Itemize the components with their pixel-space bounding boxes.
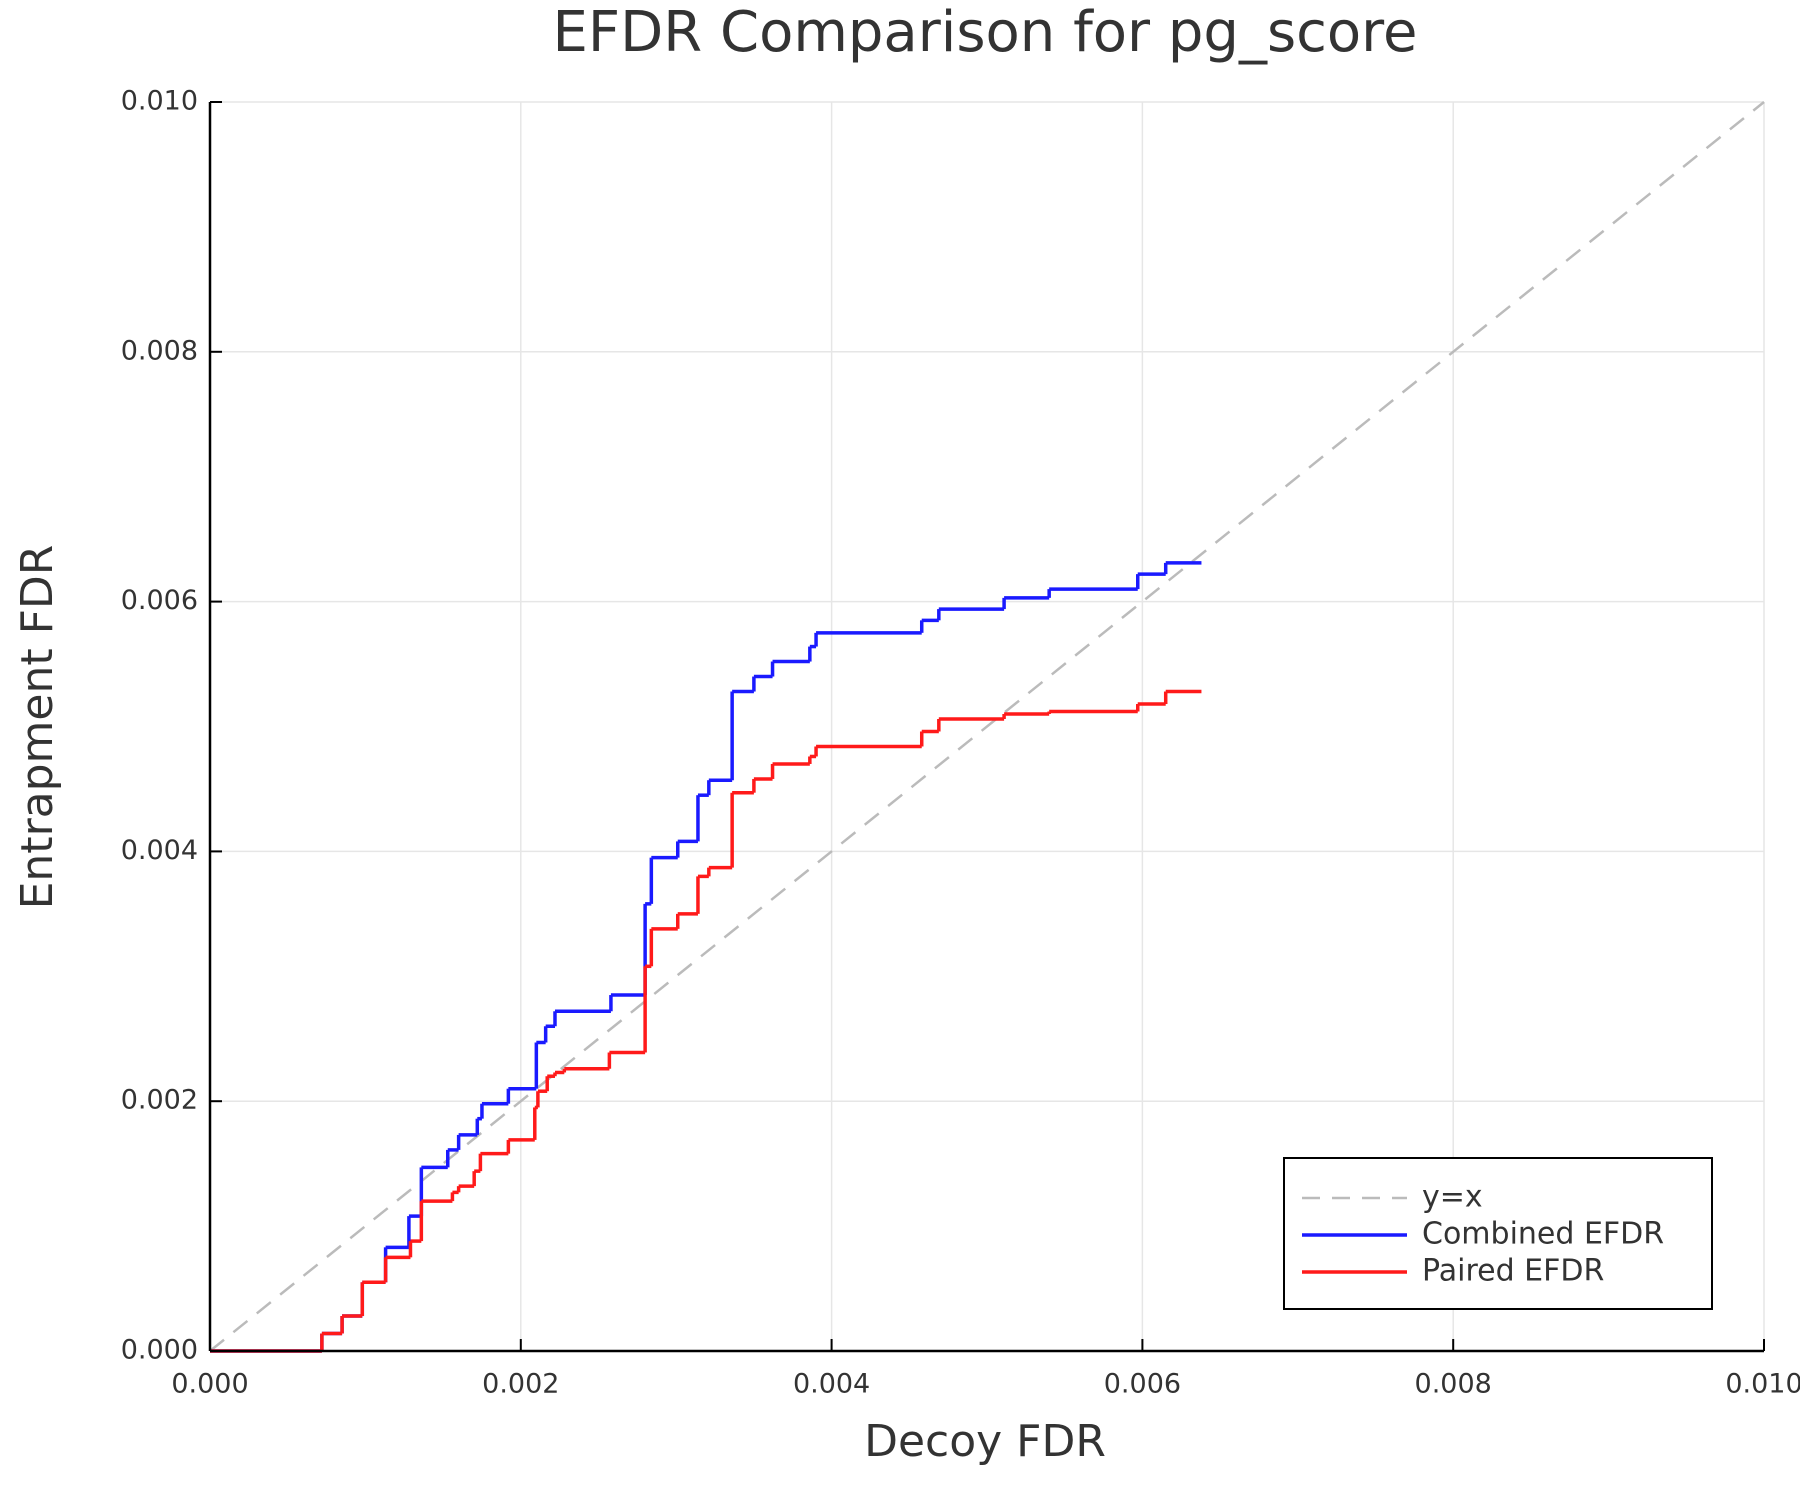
y-tick-label: 0.008 bbox=[121, 335, 198, 366]
x-tick-label: 0.002 bbox=[482, 1369, 559, 1400]
x-tick-label: 0.006 bbox=[1104, 1369, 1181, 1400]
legend-label: y=x bbox=[1422, 1180, 1483, 1215]
legend-label: Combined EFDR bbox=[1422, 1217, 1664, 1252]
y-axis-label: Entrapment FDR bbox=[12, 545, 63, 910]
y-tick-label: 0.004 bbox=[121, 835, 198, 866]
y-tick-label: 0.006 bbox=[121, 585, 198, 616]
y-tick-label: 0.002 bbox=[121, 1085, 198, 1116]
series-line bbox=[209, 101, 1765, 1352]
x-tick-label: 0.004 bbox=[793, 1369, 870, 1400]
x-tick-label: 0.010 bbox=[1725, 1369, 1800, 1400]
x-axis-label: Decoy FDR bbox=[864, 1416, 1106, 1467]
x-tick-label: 0.000 bbox=[171, 1369, 248, 1400]
chart-title: EFDR Comparison for pg_score bbox=[553, 0, 1418, 65]
x-tick-label: 0.008 bbox=[1415, 1369, 1492, 1400]
legend-label: Paired EFDR bbox=[1422, 1254, 1604, 1289]
y-tick-label: 0.010 bbox=[121, 86, 198, 117]
axes: 0.000 0.002 0.004 0.006 0.008 0.010 0.000 0.002… bbox=[121, 86, 1800, 1400]
y-tick-label: 0.000 bbox=[121, 1335, 198, 1366]
